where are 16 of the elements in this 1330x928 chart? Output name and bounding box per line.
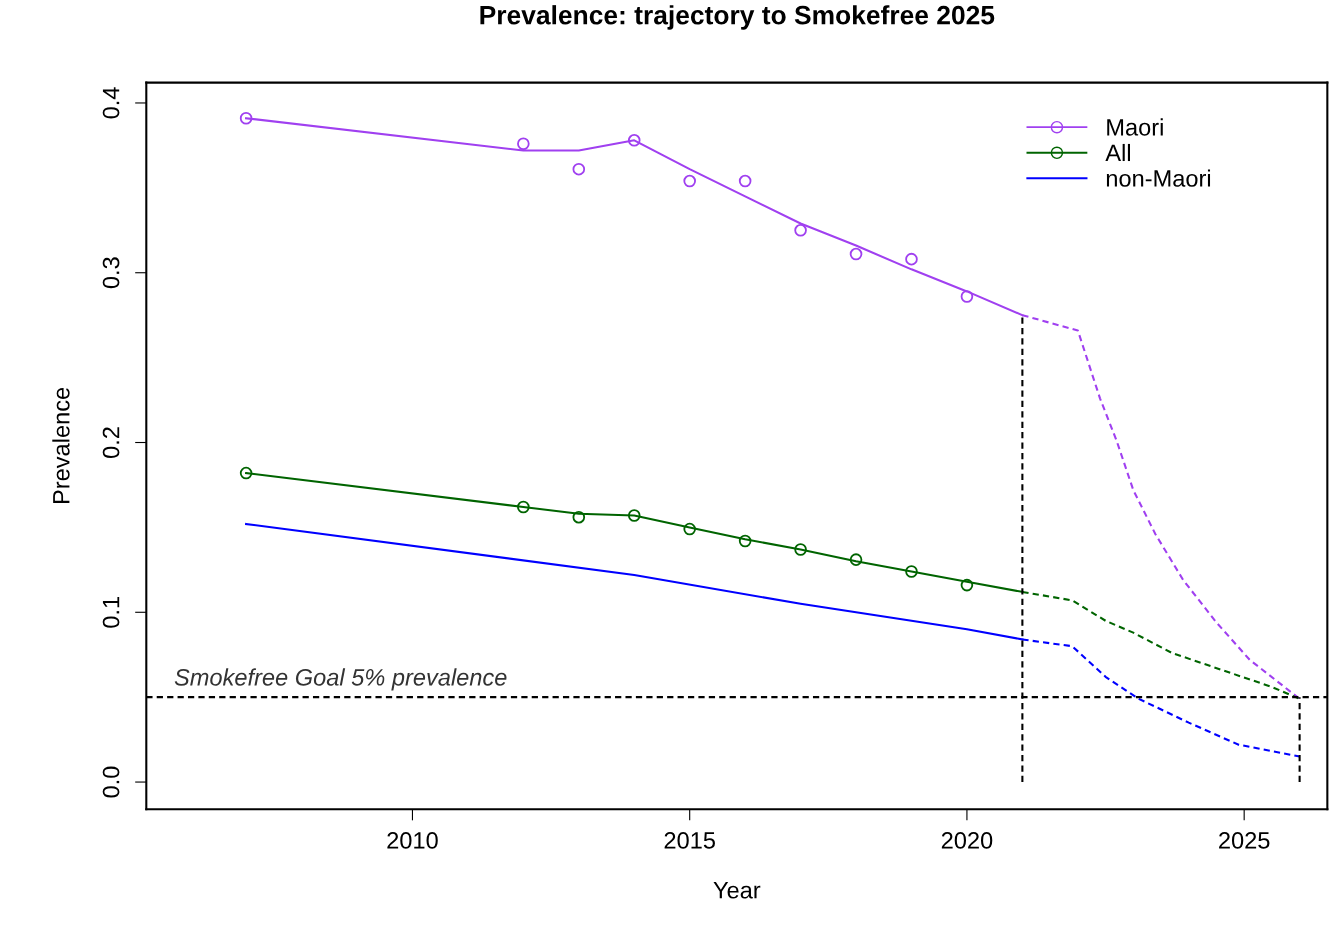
ref-line-label: Smokefree Goal 5% prevalence — [174, 668, 507, 691]
chart-title: Prevalence: trajectory to Smokefree 2025 — [480, 5, 995, 30]
legend-label: non-Maori — [1106, 169, 1211, 187]
x-tick-label: 2020 — [941, 832, 993, 849]
y-tick-label: 0.4 — [102, 87, 120, 119]
y-tick-label: 0.3 — [102, 257, 120, 289]
y-tick-label: 0.0 — [102, 766, 120, 798]
y-tick-label: 0.1 — [102, 597, 120, 628]
y-tick-label: 0.2 — [102, 427, 120, 458]
x-tick-label: 2015 — [664, 832, 715, 849]
x-tick-label: 2010 — [387, 832, 438, 849]
legend-label: All — [1105, 143, 1130, 162]
legend-label: Maori — [1107, 118, 1163, 136]
x-tick-label: 2025 — [1219, 832, 1270, 849]
y-axis-title: Prevalence — [52, 387, 70, 504]
x-axis-title: Year — [713, 882, 761, 899]
